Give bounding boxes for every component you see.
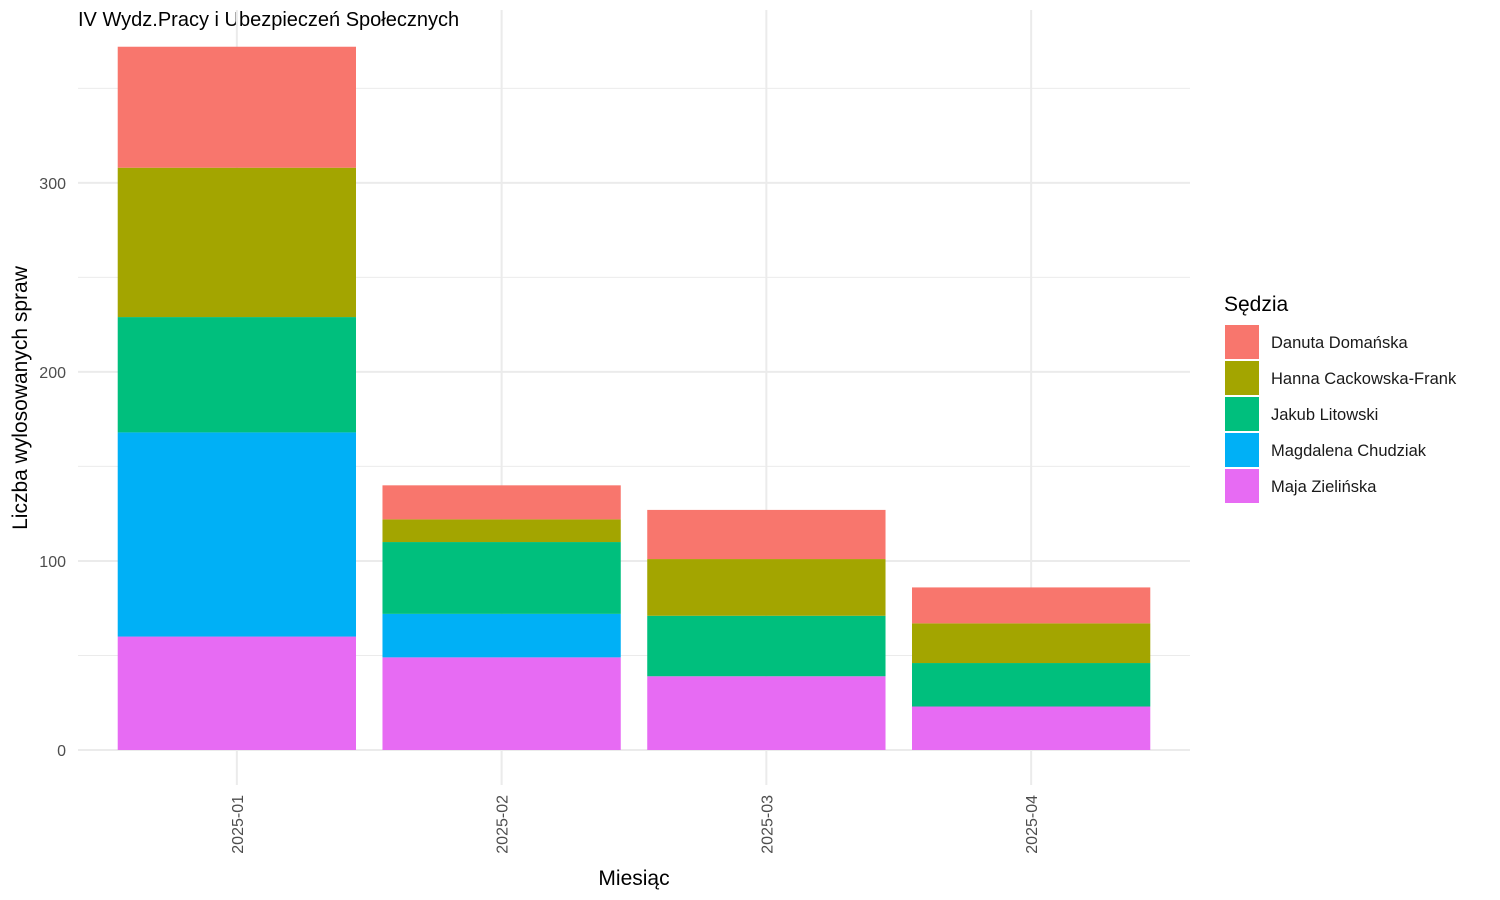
bar-segment xyxy=(647,676,886,750)
bar-segment xyxy=(912,663,1151,707)
legend-label: Jakub Litowski xyxy=(1271,406,1378,424)
y-tick-label: 100 xyxy=(39,554,66,571)
bar-segment xyxy=(912,587,1151,624)
bars xyxy=(117,46,1151,750)
y-tick-label: 200 xyxy=(39,365,66,382)
x-tick-label: 2025-03 xyxy=(759,795,776,854)
legend-key xyxy=(1225,433,1259,467)
legend-key xyxy=(1225,469,1259,503)
legend-key xyxy=(1225,361,1259,395)
bar-segment xyxy=(912,623,1151,664)
bar-segment xyxy=(647,559,886,616)
bar-segment xyxy=(382,485,621,520)
bar-segment xyxy=(382,542,621,614)
x-axis-title: Miesiąc xyxy=(598,867,669,890)
legend-label: Danuta Domańska xyxy=(1271,334,1408,352)
bar-segment xyxy=(117,317,356,433)
bar-segment xyxy=(912,706,1151,750)
chart-title: IV Wydz.Pracy i Ubezpieczeń Społecznych xyxy=(78,9,459,31)
x-tick-label: 2025-01 xyxy=(230,795,247,854)
legend: Sędzia Danuta Domańska Hanna Cackowska-Fr… xyxy=(1224,293,1457,503)
x-axis: 2025-01 2025-02 2025-03 2025-04 xyxy=(230,795,1041,854)
bar-segment xyxy=(117,636,356,750)
y-axis-title: Liczba wylosowanych spraw xyxy=(9,265,32,530)
y-tick-label: 0 xyxy=(57,743,66,760)
bar-segment xyxy=(117,46,356,168)
x-tick-label: 2025-02 xyxy=(495,795,512,854)
legend-label: Maja Zielińska xyxy=(1271,478,1377,496)
y-tick-label: 300 xyxy=(39,176,66,193)
bar-segment xyxy=(647,509,886,560)
bar-segment xyxy=(647,615,886,677)
legend-label: Hanna Cackowska-Frank xyxy=(1271,370,1457,388)
bar-segment xyxy=(382,657,621,750)
legend-label: Magdalena Chudziak xyxy=(1271,442,1427,460)
bar-segment xyxy=(382,519,621,543)
bar-segment xyxy=(117,167,356,318)
legend-key xyxy=(1225,325,1259,359)
legend-title: Sędzia xyxy=(1224,293,1289,316)
bar-segment xyxy=(117,432,356,637)
legend-key xyxy=(1225,397,1259,431)
bar-segment xyxy=(382,613,621,658)
y-axis: 0 100 200 300 xyxy=(39,176,66,760)
x-tick-label: 2025-04 xyxy=(1024,795,1041,854)
